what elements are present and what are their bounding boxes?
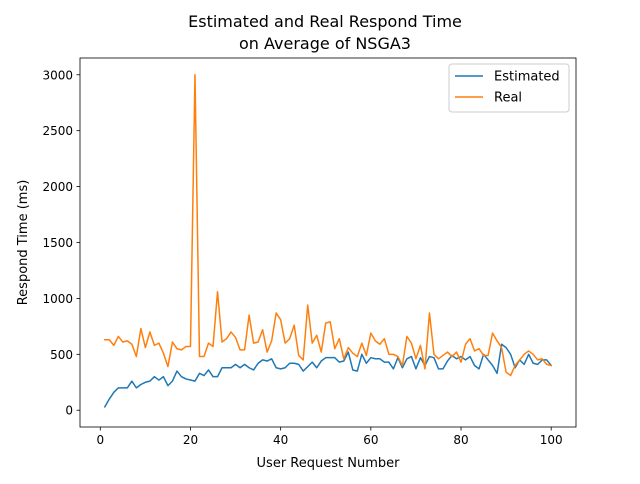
x-tick-label: 60 [363, 433, 378, 447]
legend-label-real: Real [494, 91, 522, 106]
y-tick-label: 2000 [42, 180, 73, 194]
x-axis-label: User Request Number [257, 456, 401, 471]
y-tick-label: 1000 [42, 292, 73, 306]
y-tick-label: 3000 [42, 68, 73, 82]
x-tick-label: 40 [273, 433, 288, 447]
plot-area-frame [79, 57, 577, 428]
x-tick-label: 0 [96, 433, 104, 447]
y-tick-label: 1500 [42, 236, 73, 250]
legend-label-estimated: Estimated [494, 70, 560, 85]
x-tick-label: 100 [540, 433, 563, 447]
y-axis-label: Respond Time (ms) [16, 180, 31, 306]
legend: Estimated Real [448, 63, 570, 113]
y-tick-label: 500 [50, 348, 73, 362]
series-line-estimated [103, 343, 553, 408]
x-tick-label: 80 [453, 433, 468, 447]
chart-title-line-2: on Average of NSGA3 [239, 34, 411, 53]
series-layer [103, 74, 553, 408]
series-line-real [104, 74, 553, 377]
y-tick-label: 2500 [42, 124, 73, 138]
x-tick-label: 20 [183, 433, 198, 447]
chart-title-line-1: Estimated and Real Respond Time [188, 12, 462, 31]
y-tick-label: 0 [65, 404, 73, 418]
